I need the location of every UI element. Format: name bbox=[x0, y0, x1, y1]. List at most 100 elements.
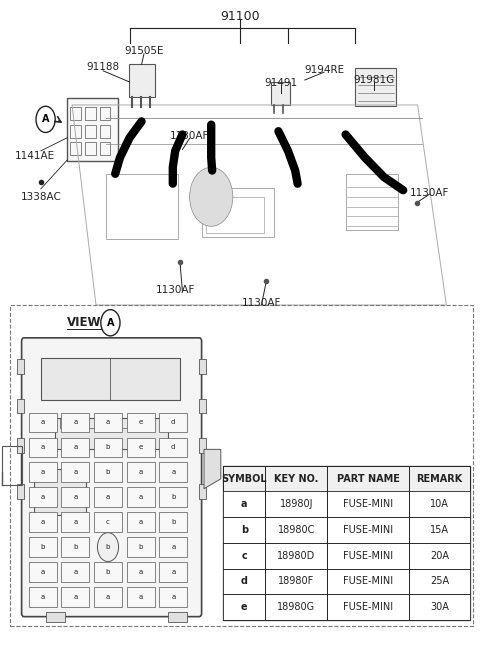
Bar bbox=[159, 413, 187, 432]
Bar bbox=[202, 188, 274, 237]
Bar bbox=[127, 562, 155, 582]
Text: FUSE-MINI: FUSE-MINI bbox=[343, 499, 393, 509]
Text: 1130AF: 1130AF bbox=[410, 188, 449, 198]
Bar bbox=[94, 512, 122, 532]
Bar bbox=[206, 197, 264, 233]
Bar bbox=[223, 491, 470, 517]
Text: FUSE-MINI: FUSE-MINI bbox=[343, 525, 393, 535]
Text: b: b bbox=[106, 544, 110, 550]
Text: 18980F: 18980F bbox=[278, 577, 314, 586]
Bar bbox=[85, 107, 96, 120]
Text: 1130AF: 1130AF bbox=[156, 285, 195, 295]
Text: a: a bbox=[106, 494, 110, 501]
Bar bbox=[86, 418, 106, 428]
Text: a: a bbox=[171, 544, 175, 550]
Bar bbox=[61, 562, 89, 582]
Bar bbox=[199, 438, 206, 453]
Text: 91491: 91491 bbox=[264, 78, 298, 89]
Bar bbox=[127, 438, 155, 457]
Bar bbox=[61, 537, 89, 557]
Bar bbox=[29, 487, 57, 507]
Text: 1130AF: 1130AF bbox=[242, 298, 281, 308]
Text: 9194RE: 9194RE bbox=[304, 65, 344, 75]
Bar bbox=[127, 413, 155, 432]
Bar bbox=[70, 125, 81, 138]
Bar bbox=[127, 512, 155, 532]
Text: b: b bbox=[106, 569, 110, 575]
Bar bbox=[29, 587, 57, 607]
Text: a: a bbox=[171, 469, 175, 476]
Bar bbox=[127, 487, 155, 507]
Text: a: a bbox=[41, 594, 45, 600]
Text: 91505E: 91505E bbox=[124, 46, 164, 56]
Text: a: a bbox=[73, 494, 77, 501]
Bar bbox=[60, 418, 79, 428]
Bar bbox=[70, 107, 81, 120]
Text: b: b bbox=[106, 444, 110, 451]
Text: a: a bbox=[171, 594, 175, 600]
Text: b: b bbox=[241, 525, 248, 535]
Text: a: a bbox=[139, 494, 143, 501]
Bar bbox=[85, 125, 96, 138]
Bar bbox=[159, 462, 187, 482]
Text: b: b bbox=[171, 519, 176, 525]
Text: 30A: 30A bbox=[430, 602, 449, 612]
Text: a: a bbox=[41, 444, 45, 451]
Bar bbox=[29, 537, 57, 557]
Text: a: a bbox=[73, 569, 77, 575]
Text: d: d bbox=[171, 444, 176, 451]
Text: a: a bbox=[41, 569, 45, 575]
Text: c: c bbox=[241, 550, 247, 561]
Bar bbox=[223, 569, 470, 594]
Bar bbox=[34, 469, 86, 515]
FancyBboxPatch shape bbox=[22, 338, 202, 617]
Text: 1338AC: 1338AC bbox=[20, 192, 61, 202]
Bar bbox=[2, 446, 22, 485]
Bar bbox=[100, 125, 110, 138]
Text: a: a bbox=[41, 519, 45, 525]
Bar bbox=[17, 399, 24, 413]
Text: a: a bbox=[73, 594, 77, 600]
Bar bbox=[55, 418, 168, 449]
Bar bbox=[94, 487, 122, 507]
Text: a: a bbox=[73, 519, 77, 525]
Text: a: a bbox=[73, 469, 77, 476]
Bar bbox=[159, 438, 187, 457]
Bar bbox=[159, 587, 187, 607]
Bar bbox=[159, 537, 187, 557]
Bar bbox=[94, 413, 122, 432]
Text: a: a bbox=[139, 594, 143, 600]
Bar bbox=[70, 142, 81, 155]
Bar bbox=[61, 587, 89, 607]
Text: KEY NO.: KEY NO. bbox=[274, 474, 319, 483]
Text: a: a bbox=[139, 469, 143, 476]
Polygon shape bbox=[204, 449, 221, 489]
Bar bbox=[159, 562, 187, 582]
Text: e: e bbox=[139, 419, 143, 426]
Text: SYMBOL: SYMBOL bbox=[222, 474, 267, 483]
Text: PART NAME: PART NAME bbox=[336, 474, 399, 483]
Text: 18980J: 18980J bbox=[280, 499, 313, 509]
Text: 15A: 15A bbox=[430, 525, 449, 535]
Text: REMARK: REMARK bbox=[416, 474, 463, 483]
Bar bbox=[271, 82, 290, 105]
Text: b: b bbox=[40, 544, 45, 550]
Bar bbox=[199, 399, 206, 413]
Bar bbox=[29, 438, 57, 457]
Text: 10A: 10A bbox=[430, 499, 449, 509]
Bar bbox=[127, 537, 155, 557]
Text: a: a bbox=[41, 469, 45, 476]
Bar bbox=[17, 484, 24, 499]
Text: d: d bbox=[171, 419, 176, 426]
Bar bbox=[168, 612, 187, 622]
Bar bbox=[94, 587, 122, 607]
Text: 91981G: 91981G bbox=[354, 75, 395, 85]
Text: 18980D: 18980D bbox=[277, 550, 315, 561]
Bar bbox=[199, 484, 206, 499]
Circle shape bbox=[190, 167, 233, 226]
Text: b: b bbox=[138, 544, 143, 550]
Text: a: a bbox=[241, 499, 248, 509]
Bar bbox=[29, 462, 57, 482]
Text: a: a bbox=[73, 419, 77, 426]
Bar bbox=[346, 174, 398, 230]
